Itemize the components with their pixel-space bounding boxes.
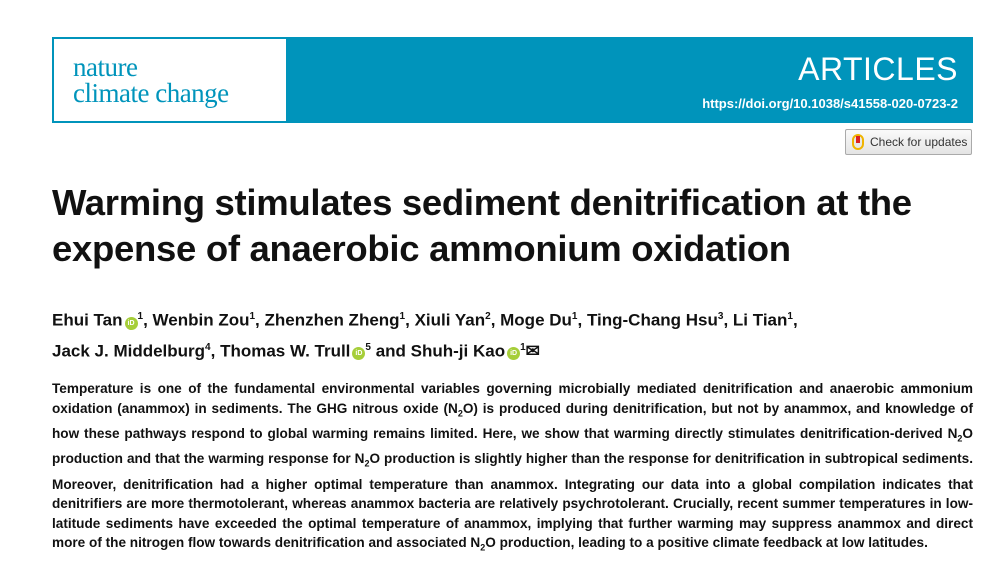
author-affiliation: 5: [365, 341, 371, 353]
author-separator: ,: [405, 310, 415, 330]
abstract-text: O production, leading to a positive clim…: [485, 535, 928, 551]
abstract-text: O production is slightly higher than the…: [52, 451, 973, 551]
logo-line2: climate change: [73, 78, 229, 108]
abstract: Temperature is one of the fundamental en…: [52, 379, 973, 559]
author-separator: ,: [723, 310, 733, 330]
author-list: Ehui Tan iD1, Wenbin Zou1, Zhenzhen Zheng…: [52, 303, 972, 364]
author-separator: ,: [143, 310, 153, 330]
author-separator: ,: [210, 341, 221, 361]
author-affiliation: 4: [205, 341, 211, 353]
author-name[interactable]: Moge Du: [500, 310, 572, 330]
author-name[interactable]: Jack J. Middelburg: [52, 341, 206, 361]
author-name[interactable]: Li Tian: [732, 310, 788, 330]
author-name[interactable]: Ting-Chang Hsu: [586, 310, 718, 330]
author-affiliation: 1: [249, 311, 256, 322]
author-name[interactable]: Thomas W. Trull: [220, 341, 351, 361]
author-name[interactable]: Xiuli Yan: [414, 310, 486, 330]
author-affiliation: 1: [137, 311, 144, 322]
abstract-text: O production and that the warming respon…: [52, 425, 973, 467]
author-separator: ,: [255, 310, 265, 330]
check-updates-label: Check for updates: [870, 135, 968, 149]
email-icon[interactable]: ✉: [525, 341, 540, 361]
author-name[interactable]: Zhenzhen Zheng: [264, 310, 400, 330]
logo-line1: nature: [73, 52, 138, 82]
subscript: 2: [480, 543, 486, 554]
author-affiliation: 1: [571, 311, 578, 322]
section-label: ARTICLES: [798, 51, 958, 87]
author-separator: ,: [792, 310, 798, 330]
author-separator: ,: [577, 310, 587, 330]
author-separator: ,: [490, 310, 501, 330]
abstract-text: Temperature is one of the fundamental en…: [52, 381, 973, 416]
abstract-text: O) is produced during denitrification, b…: [52, 400, 973, 441]
subscript: 2: [957, 433, 963, 444]
author-affiliation: 1: [399, 311, 406, 322]
orcid-icon[interactable]: iD: [507, 347, 521, 361]
journal-banner: nature climate change ARTICLES https://d…: [52, 37, 973, 123]
author-affiliation: 2: [485, 311, 491, 322]
journal-logo[interactable]: nature climate change: [54, 39, 286, 121]
orcid-icon[interactable]: iD: [352, 347, 366, 361]
orcid-icon[interactable]: iD: [124, 316, 138, 330]
author-name[interactable]: Ehui Tan: [52, 310, 123, 330]
author-affiliation: 1: [787, 311, 793, 322]
crossmark-icon: [852, 134, 864, 150]
author-affiliation: 3: [717, 311, 724, 322]
author-name[interactable]: Shuh-ji Kao: [410, 341, 506, 361]
author-separator: and: [370, 341, 411, 361]
author-name[interactable]: Wenbin Zou: [152, 310, 250, 330]
subscript: 2: [364, 458, 370, 469]
article-title: Warming stimulates sediment denitrificat…: [52, 182, 912, 269]
author-affiliation: 1: [520, 341, 526, 353]
check-for-updates-button[interactable]: Check for updates: [845, 129, 972, 155]
doi-link[interactable]: https://doi.org/10.1038/s41558-020-0723-…: [702, 96, 958, 111]
subscript: 2: [457, 408, 463, 419]
